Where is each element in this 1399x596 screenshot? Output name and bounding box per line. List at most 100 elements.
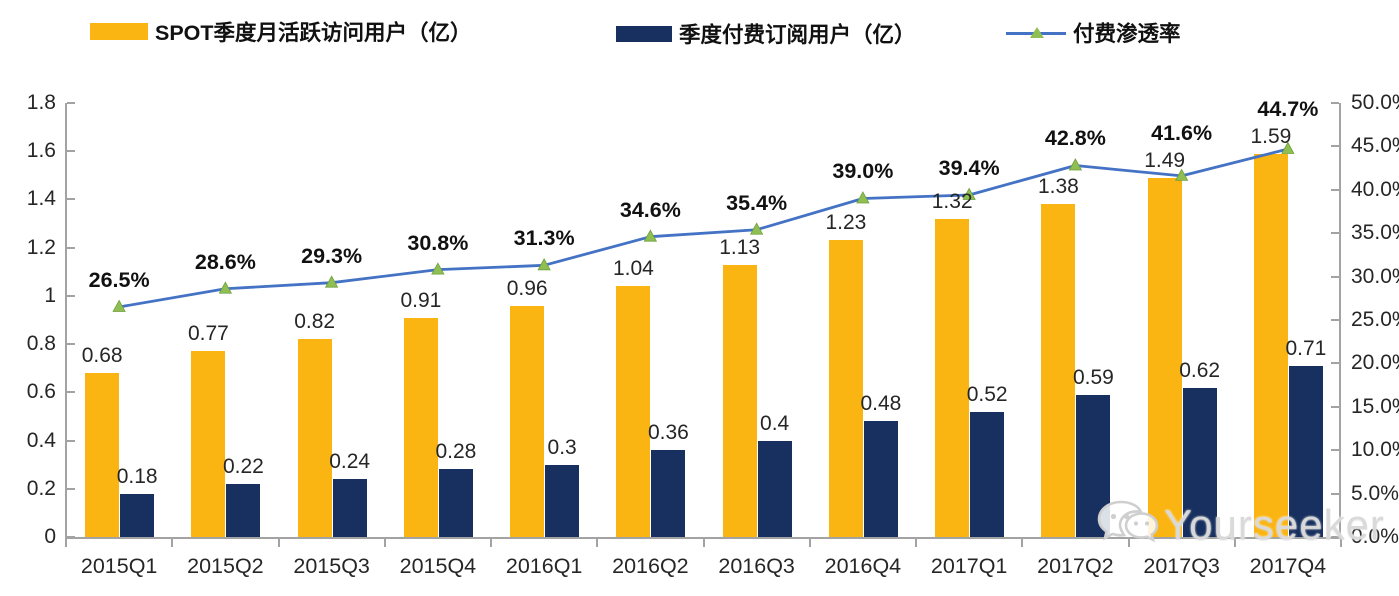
penetration-label: 29.3% [301,243,363,268]
mau-bar [297,339,332,537]
mau-bar-label: 1.49 [1144,148,1186,172]
right-axis-tick [1331,405,1339,408]
right-axis-tick-label: 5.0% [1351,481,1399,505]
subs-bar-label: 0.3 [547,435,577,459]
left-axis-tick-label: 0 [44,525,56,548]
x-axis-tick [1127,539,1130,547]
penetration-label: 42.8% [1044,126,1106,151]
x-category-label: 2017Q4 [1249,554,1327,578]
right-axis-tick-label: 0.0% [1351,525,1399,548]
left-axis-tick [67,391,75,394]
subs-bar [438,469,473,537]
x-axis-tick [171,539,174,547]
penetration-label: 41.6% [1151,120,1213,145]
x-category-label: 2015Q1 [80,554,158,578]
x-axis-tick [915,539,917,547]
subs-bar [1076,394,1111,537]
subs-bar [863,421,898,537]
mau-bar-label: 1.13 [719,235,761,259]
x-axis-tick [383,539,386,547]
penetration-point [324,275,339,288]
mau-bar [828,240,863,537]
x-category-label: 2016Q3 [718,554,795,578]
right-axis-tick-label: 50.0% [1351,91,1399,114]
x-category-label: 2015Q2 [187,554,264,578]
mau-bar-label: 1.38 [1037,175,1079,199]
penetration-point [431,262,445,275]
subs-bar-label: 0.28 [435,440,477,464]
left-axis-tick [67,487,75,490]
right-axis-line [1339,103,1341,539]
subs-bar-label: 0.48 [860,392,902,416]
penetration-label: 39.4% [938,156,1000,180]
x-category-label: 2017Q1 [930,554,1008,578]
mau-bar [722,264,757,537]
right-axis-tick [1331,492,1339,495]
x-category-label: 2017Q2 [1037,554,1114,578]
left-axis-tick-label: 0.4 [26,428,56,452]
left-axis-tick-label: 0.6 [26,380,56,404]
subs-bar [970,411,1005,537]
subs-bar-label: 0.62 [1179,358,1221,382]
mau-bar-label: 1.59 [1250,124,1292,148]
x-axis-tick [596,539,599,547]
left-axis-tick [67,150,75,153]
right-axis-tick-label: 25.0% [1351,308,1399,331]
right-axis-tick [1331,449,1339,452]
left-axis-tick-label: 1 [44,283,56,307]
mau-bar-label: 1.04 [612,257,654,281]
x-axis-tick [702,539,705,547]
mau-bar [935,218,970,537]
x-category-label: 2016Q1 [505,554,583,578]
x-axis-tick [490,539,492,547]
right-axis-tick-label: 15.0% [1351,394,1399,418]
penetration-label: 35.4% [726,190,788,215]
x-axis-tick [808,539,811,547]
left-axis-tick [67,102,75,104]
penetration-point [749,222,764,235]
right-axis-tick [1331,145,1339,148]
x-category-label: 2015Q3 [293,554,370,578]
legend-item-penetration: 付费渗透率 [1006,17,1181,48]
x-axis-tick [65,539,67,547]
penetration-label: 26.5% [88,267,150,292]
subs-bar [651,450,686,537]
subs-bar [1182,387,1217,537]
penetration-point [112,299,126,312]
penetration-point [856,191,870,204]
mau-bar-label: 1.32 [931,189,973,213]
mau-bar-label: 0.96 [506,276,548,300]
right-axis-tick-label: 20.0% [1351,351,1399,375]
left-axis-tick-label: 1.8 [26,91,56,114]
right-axis-tick [1331,319,1339,321]
left-axis-line [65,103,67,539]
subs-bar-label: 0.22 [222,454,264,478]
penetration-legend-marker [1006,26,1066,40]
left-axis-tick [67,246,75,249]
penetration-legend-label: 付费渗透率 [1073,22,1181,46]
subs-bar-label: 0.24 [329,450,371,474]
penetration-label: 34.6% [619,197,681,222]
subs-legend-label: 季度付费订阅用户（亿） [679,23,916,47]
mau-legend-label: SPOT季度月活跃访问用户（亿） [155,21,472,45]
subs-bar-label: 0.4 [760,411,790,435]
x-axis-tick [1340,539,1342,547]
right-axis-tick [1331,275,1339,278]
penetration-point [1068,158,1083,171]
mau-bar [403,317,438,537]
left-axis-tick-label: 0.8 [26,332,56,356]
right-axis-tick-label: 30.0% [1351,264,1399,288]
right-axis-tick [1331,232,1339,235]
mau-bar [191,351,226,537]
mau-bar-label: 0.91 [400,288,442,312]
right-axis-tick-label: 35.0% [1351,221,1399,245]
left-axis-tick [67,536,75,538]
x-axis-line [65,537,1342,539]
left-axis-tick [67,439,75,442]
right-axis-tick [1331,536,1339,538]
legend-item-mau: SPOT季度月活跃访问用户（亿） [90,16,472,47]
left-axis-tick [67,198,75,201]
mau-bar-label: 1.23 [825,211,867,235]
penetration-label: 31.3% [513,226,575,251]
penetration-point [643,229,658,242]
